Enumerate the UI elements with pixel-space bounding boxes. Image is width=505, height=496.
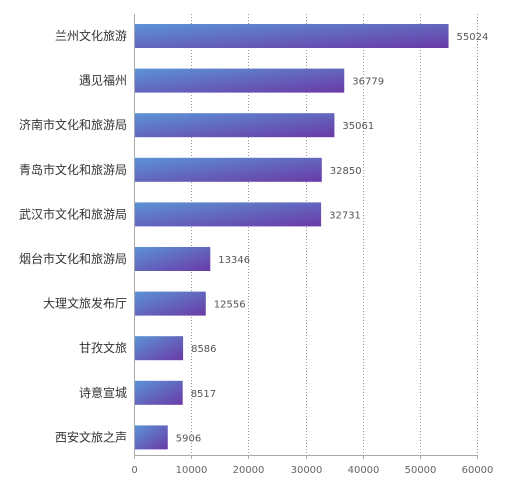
label-layer: 兰州文化旅游 55024 遇见福州 36779 济南市文化和旅游局 35061 青岛市文化和… — [19, 28, 488, 444]
category-label: 西安文旅之声 — [55, 429, 127, 444]
bar-layer — [135, 24, 449, 450]
value-label: 32731 — [329, 210, 361, 221]
category-label: 诗意宣城 — [79, 385, 127, 400]
category-label: 大理文旅发布厅 — [43, 296, 127, 311]
category-label: 青岛市文化和旅游局 — [19, 162, 127, 177]
value-label: 8586 — [191, 344, 216, 355]
bar-5 — [135, 247, 211, 271]
bar-9 — [135, 425, 168, 450]
bar-8 — [135, 380, 183, 405]
category-label: 甘孜文旅 — [79, 340, 127, 355]
bar-0 — [135, 24, 449, 48]
x-tick-label: 10000 — [176, 465, 208, 476]
value-label: 13346 — [218, 255, 250, 266]
value-label: 12556 — [214, 300, 246, 311]
bar-6 — [135, 291, 206, 316]
x-tick-label: 20000 — [233, 465, 265, 476]
bar-4 — [135, 202, 322, 227]
x-tick-label: 50000 — [405, 465, 437, 476]
bar-3 — [135, 157, 322, 182]
value-label: 36779 — [352, 77, 384, 88]
category-label: 济南市文化和旅游局 — [19, 117, 127, 132]
x-tick-label: 60000 — [462, 465, 494, 476]
axis-layer: 0 10000 20000 30000 40000 50000 60000 — [131, 14, 493, 476]
x-tick-label: 30000 — [291, 465, 323, 476]
category-label: 兰州文化旅游 — [55, 28, 127, 43]
category-label: 武汉市文化和旅游局 — [19, 206, 127, 221]
bar-2 — [135, 113, 335, 138]
value-label: 5906 — [176, 433, 201, 444]
value-label: 55024 — [457, 32, 489, 43]
x-tick-label: 0 — [131, 465, 137, 476]
category-label: 遇见福州 — [79, 73, 127, 88]
bar-1 — [135, 68, 345, 93]
value-label: 35061 — [342, 121, 374, 132]
value-label: 32850 — [330, 166, 362, 177]
bar-7 — [135, 336, 184, 361]
category-label: 烟台市文化和旅游局 — [19, 251, 127, 266]
value-label: 8517 — [191, 389, 216, 400]
x-tick-label: 40000 — [348, 465, 380, 476]
